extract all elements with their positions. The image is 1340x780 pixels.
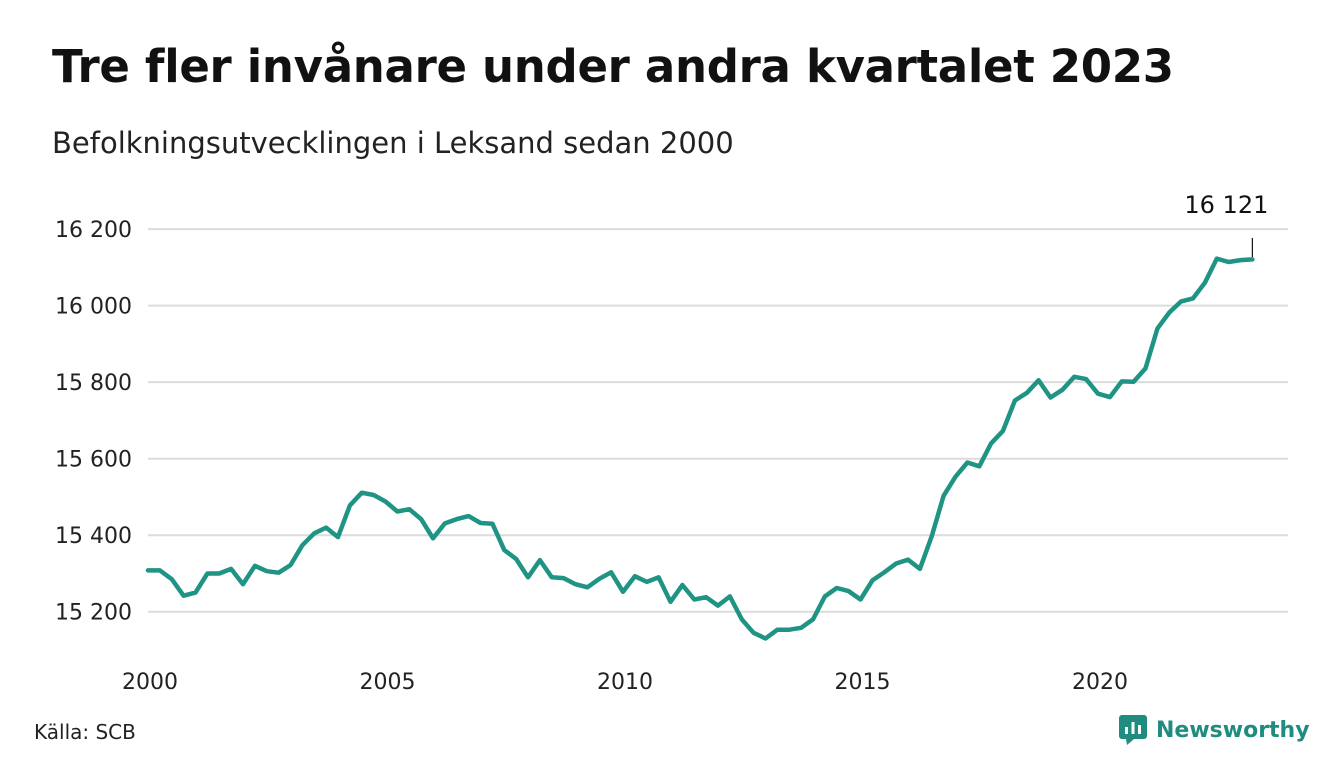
y-tick-label: 16 000	[55, 295, 132, 320]
gridlines	[148, 228, 1288, 613]
x-tick-label: 2015	[835, 670, 891, 695]
y-tick-label: 15 600	[55, 448, 132, 473]
x-tick-label: 2010	[597, 670, 653, 695]
brand-name: Newsworthy	[1156, 717, 1310, 743]
x-tick-label: 2000	[122, 670, 178, 695]
y-tick-label: 15 200	[55, 601, 132, 626]
newsworthy-logo-icon	[1119, 715, 1147, 745]
y-tick-label: 15 400	[55, 524, 132, 549]
x-tick-label: 2020	[1072, 670, 1128, 695]
chart-subtitle: Befolkningsutvecklingen i Leksand sedan …	[52, 126, 734, 160]
chart-title: Tre fler invånare under andra kvartalet …	[52, 40, 1174, 93]
population-line	[145, 256, 1255, 641]
y-tick-label: 15 800	[55, 371, 132, 396]
annotation-label: 16 121	[1184, 191, 1268, 219]
x-axis-ticks: 2000 2005 2010 2015 2020	[122, 670, 1128, 695]
brand-logo: Newsworthy	[1118, 714, 1310, 746]
last-value-annotation: 16 121	[1184, 191, 1268, 257]
line-chart: 15 200 15 400 15 600 15 800 16 000 16 200 200…	[55, 191, 1288, 695]
x-tick-label: 2005	[360, 670, 416, 695]
source-note: Källa: SCB	[34, 720, 136, 744]
y-tick-label: 16 200	[55, 218, 132, 243]
y-axis-ticks: 15 200 15 400 15 600 15 800 16 000 16 200	[55, 218, 132, 626]
